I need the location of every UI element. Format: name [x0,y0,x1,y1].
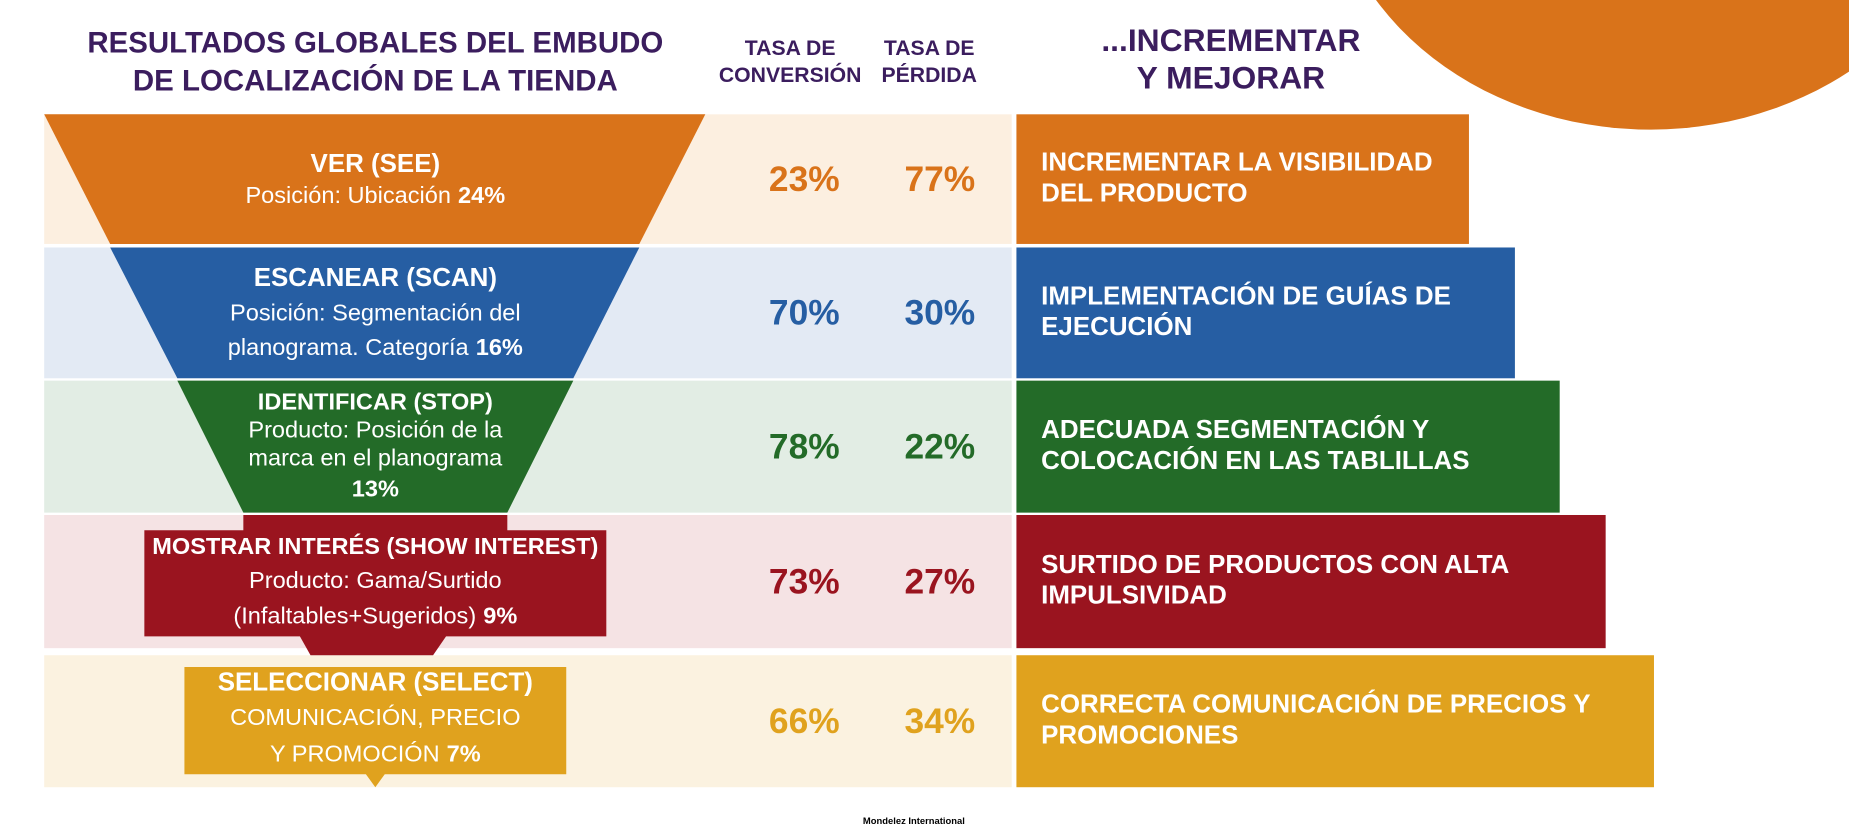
conversion-rate: 23% [769,160,840,199]
loss-rate: 77% [904,160,975,199]
description-line: Y PROMOCIÓN [270,741,440,767]
stage-description: Posición: Segmentación del [230,300,521,326]
stage-name: SELECCIONAR (SELECT) [218,668,533,696]
description-line: COMUNICACIÓN, PRECIO [230,704,520,730]
stage-description: Posición: Ubicación 24% [245,182,505,208]
funnel-stage [184,667,567,788]
stage-name: IDENTIFICAR (STOP) [258,388,493,414]
action-text: IMPLEMENTACIÓN DE GUÍAS DE [1041,280,1451,310]
description-line: Posición: Segmentación del [230,300,521,326]
description-line: planograma. Categoría [228,334,470,360]
description-line: marca en el planograma [248,445,503,471]
description-line: Producto: Posición de la [248,417,503,443]
loss-rate: 34% [904,702,975,741]
action-box [1016,655,1654,788]
action-text: SURTIDO DE PRODUCTOS CON ALTA [1041,551,1510,579]
funnel-stage [110,247,640,379]
conversion-rate: 66% [769,702,840,741]
stage-description: Producto: Posición de la [248,417,503,443]
header-text: ...INCREMENTAR [1101,22,1360,58]
conversion-rate: 70% [769,294,840,333]
action-box [1016,114,1469,244]
header-text: PÉRDIDA [881,62,976,87]
action-box [1016,247,1515,379]
decor-circle [1376,0,1849,130]
stage-description: marca en el planograma [248,445,503,471]
action-text: EJECUCIÓN [1041,311,1192,341]
action-box [1016,514,1606,649]
stage-description: Y PROMOCIÓN 7% [270,741,481,767]
action-text: INCREMENTAR LA VISIBILIDAD [1041,149,1432,177]
description-line: (Infaltables+Sugeridos) [233,603,476,629]
stage-description: Producto: Gama/Surtido [249,567,502,593]
header-text: TASA DE [884,37,975,60]
stage-share: 13% [352,475,399,501]
header-text: RESULTADOS GLOBALES DEL EMBUDO [87,27,663,60]
stage-share: 24% [458,182,505,208]
action-text: PROMOCIONES [1041,721,1238,749]
header-text: TASA DE [745,37,836,60]
stage-share: 7% [447,741,481,767]
action-text: IMPULSIVIDAD [1041,582,1227,610]
footer: Mondelez International [863,815,965,826]
loss-rate: 30% [904,294,975,333]
description-line: Posición: Ubicación [245,182,450,208]
stage-description: planograma. Categoría 16% [228,334,523,360]
description-line: Producto: Gama/Surtido [249,567,502,593]
stage-name: ESCANEAR (SCAN) [254,264,497,292]
action-text: COLOCACIÓN EN LAS TABLILLAS [1041,445,1469,475]
loss-rate: 27% [904,562,975,601]
header-text: DE LOCALIZACIÓN DE LA TIENDA [133,63,618,97]
header-text: CONVERSIÓN [719,62,862,87]
action-text: ADECUADA SEGMENTACIÓN Y [1041,414,1429,444]
loss-rate: 22% [904,427,975,466]
action-text: DEL PRODUCTO [1041,179,1247,207]
funnel-stage [44,114,706,244]
conversion-rate: 73% [769,562,840,601]
action-box [1016,380,1560,513]
funnel-stage [177,380,574,513]
stage-description: COMUNICACIÓN, PRECIO [230,704,520,730]
action-text: CORRECTA COMUNICACIÓN DE PRECIOS Y [1041,689,1590,719]
stage-share: 9% [483,603,517,629]
stage-description: (Infaltables+Sugeridos) 9% [233,603,517,629]
stage-share: 16% [476,334,523,360]
stage-name: VER (SEE) [311,150,441,178]
conversion-rate: 78% [769,427,840,466]
stage-name: MOSTRAR INTERÉS (SHOW INTEREST) [152,532,598,559]
header-text: Y MEJORAR [1137,60,1326,96]
funnel-stage [144,514,607,656]
